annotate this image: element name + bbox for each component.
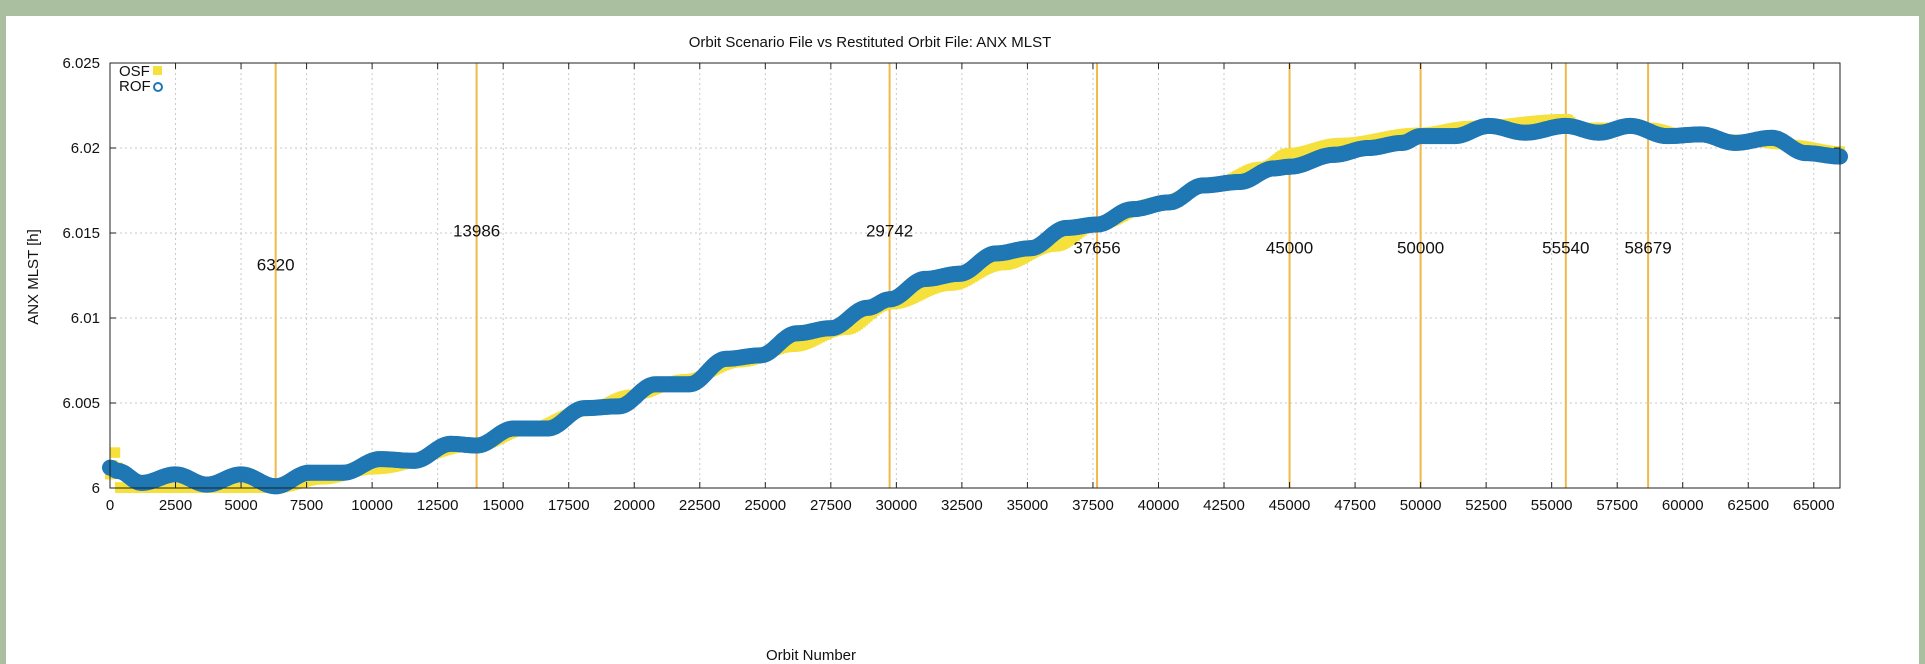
x-tick-label: 35000 [1007, 497, 1049, 514]
vertical-marker-labels: 6320 13986 29742 37656 45000 50000 55540 58679 [257, 221, 1672, 274]
x-tick-label: 25000 [744, 497, 786, 514]
x-tick-label: 65000 [1793, 497, 1835, 514]
legend-label-rof: ROF [119, 78, 151, 95]
y-tick-label: 6 [92, 480, 100, 497]
legend-swatch-osf [153, 66, 162, 75]
x-tick-label: 7500 [290, 497, 323, 514]
x-tick-label: 60000 [1662, 497, 1704, 514]
x-tick-label: 32500 [941, 497, 983, 514]
vertical-marker-label: 58679 [1624, 238, 1671, 257]
x-tick-label: 52500 [1465, 497, 1507, 514]
x-tick-label: 45000 [1269, 497, 1311, 514]
vertical-marker-label: 29742 [866, 221, 913, 240]
vertical-marker-label: 50000 [1397, 238, 1444, 257]
legend-label-osf: OSF [119, 63, 150, 80]
x-tick-label: 40000 [1138, 497, 1180, 514]
legend: OSF ROF [119, 63, 163, 95]
x-tick-label: 0 [106, 497, 114, 514]
x-tick-label: 15000 [482, 497, 524, 514]
x-tick-label: 42500 [1203, 497, 1245, 514]
x-tick-label: 50000 [1400, 497, 1442, 514]
x-tick-label: 20000 [613, 497, 655, 514]
y-tick-label: 6.01 [71, 310, 100, 327]
scatter-chart: Orbit Scenario File vs Restituted Orbit … [25, 34, 1848, 664]
legend-swatch-rof [153, 82, 163, 92]
y-tick-label: 6.02 [71, 140, 100, 157]
x-tick-label: 47500 [1334, 497, 1376, 514]
x-tick-label: 62500 [1727, 497, 1769, 514]
vertical-marker-label: 55540 [1542, 238, 1589, 257]
y-tick-label: 6.025 [62, 55, 100, 72]
x-tick-label: 12500 [417, 497, 459, 514]
x-tick-label: 5000 [224, 497, 257, 514]
x-tick-label: 27500 [810, 497, 852, 514]
x-tick-label: 17500 [548, 497, 590, 514]
x-tick-label: 30000 [876, 497, 918, 514]
chart-title: Orbit Scenario File vs Restituted Orbit … [689, 34, 1052, 51]
vertical-marker-label: 6320 [257, 255, 295, 274]
x-tick-label: 10000 [351, 497, 393, 514]
x-tick-label: 22500 [679, 497, 721, 514]
vertical-marker-label: 37656 [1073, 238, 1120, 257]
vertical-marker-label: 45000 [1266, 238, 1313, 257]
x-tick-label: 2500 [159, 497, 192, 514]
x-axis-label: Orbit Number [766, 647, 856, 664]
x-tick-label: 55000 [1531, 497, 1573, 514]
osf-series [105, 114, 1845, 493]
plot-border [109, 62, 1841, 489]
y-tick-label: 6.005 [62, 395, 100, 412]
rof-series [102, 117, 1848, 495]
osf-point [110, 447, 121, 458]
y-axis-label: ANX MLST [h] [25, 229, 42, 325]
vertical-marker-label: 13986 [453, 221, 500, 240]
x-axis-ticks: 0 2500 5000 7500 10000 12500 15000 17500 20000 22… [106, 63, 1835, 514]
x-tick-label: 37500 [1072, 497, 1114, 514]
x-tick-label: 57500 [1596, 497, 1638, 514]
chart-panel: Orbit Scenario File vs Restituted Orbit … [6, 16, 1919, 664]
y-axis-ticks: 6 6.005 6.01 6.015 6.02 6.025 [62, 55, 1840, 497]
y-tick-label: 6.015 [62, 225, 100, 242]
